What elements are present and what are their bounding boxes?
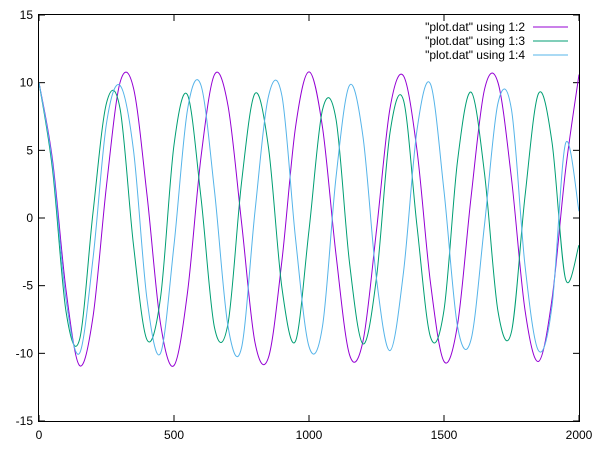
legend-label-3: "plot.dat" using 1:4 bbox=[425, 48, 525, 62]
legend: "plot.dat" using 1:2"plot.dat" using 1:3… bbox=[425, 20, 568, 62]
y-tick-label: 15 bbox=[20, 8, 34, 22]
axis-ticks: 0 500 1000 1500 2000 -15 -10 -5 0 5 10 15 bbox=[16, 8, 593, 442]
y-tick-label: 0 bbox=[26, 211, 33, 225]
x-tick-label: 1500 bbox=[431, 428, 458, 442]
x-tick-label: 500 bbox=[164, 428, 184, 442]
series-lines bbox=[39, 71, 579, 367]
x-tick-label: 1000 bbox=[296, 428, 323, 442]
x-tick-label: 2000 bbox=[566, 428, 593, 442]
y-tick-label: 5 bbox=[26, 143, 33, 157]
series-line-3 bbox=[39, 79, 579, 357]
y-tick-label: -5 bbox=[22, 279, 33, 293]
y-tick-label: -15 bbox=[16, 414, 34, 428]
series-line-1 bbox=[39, 71, 579, 367]
plot-frame bbox=[38, 14, 580, 422]
y-tick-label: 10 bbox=[20, 76, 34, 90]
series-line-2 bbox=[39, 82, 579, 347]
legend-label-2: "plot.dat" using 1:3 bbox=[425, 34, 525, 48]
x-tick-label: 0 bbox=[36, 428, 43, 442]
y-tick-label: -10 bbox=[16, 346, 34, 360]
legend-label-1: "plot.dat" using 1:2 bbox=[425, 20, 525, 34]
